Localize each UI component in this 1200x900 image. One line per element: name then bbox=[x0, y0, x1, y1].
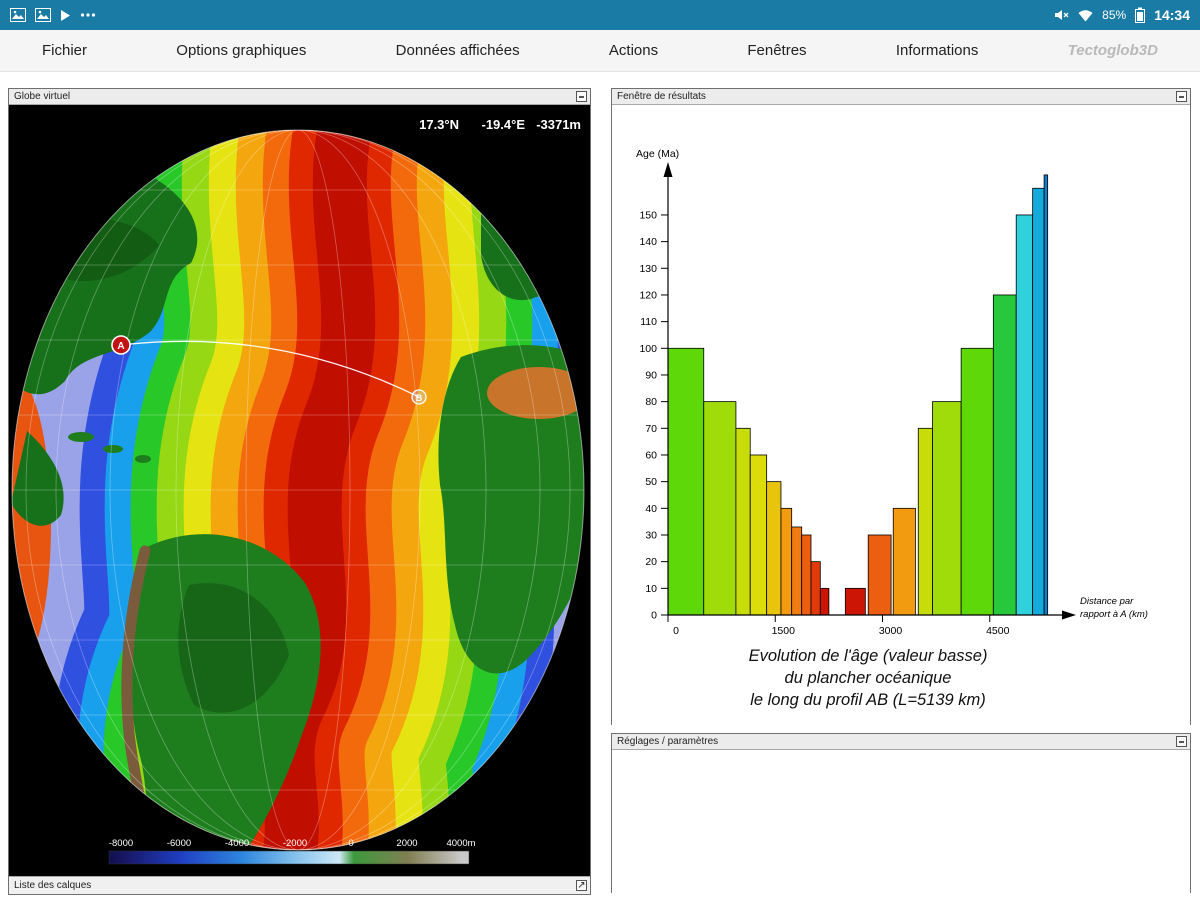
expand-layers-button[interactable]: ↗ bbox=[576, 880, 587, 891]
elevation-legend: -8000 -6000 -4000 -2000 0 2000 4000m bbox=[108, 838, 476, 865]
menu-bar: Fichier Options graphiques Données affic… bbox=[0, 30, 1200, 72]
svg-text:40: 40 bbox=[645, 503, 657, 515]
svg-text:110: 110 bbox=[640, 316, 657, 328]
globe-canvas[interactable]: A B 17.3°N -19.4°E -3371m -8000 -6000 -4… bbox=[9, 105, 590, 876]
cursor-altitude: -3371m bbox=[536, 117, 581, 132]
svg-text:100: 100 bbox=[639, 343, 657, 355]
cursor-latitude: 17.3°N bbox=[419, 117, 459, 132]
collapse-settings-panel-button[interactable] bbox=[1176, 736, 1187, 747]
age-profile-chart: Age (Ma) Distance par rapport à A (km) E… bbox=[612, 105, 1190, 725]
svg-text:60: 60 bbox=[645, 449, 657, 461]
menu-item-actions[interactable]: Actions bbox=[608, 42, 659, 59]
svg-text:50: 50 bbox=[645, 476, 657, 488]
layers-list-bar[interactable]: Liste des calques ↗ bbox=[9, 876, 590, 894]
status-bar: 85% 14:34 bbox=[0, 0, 1200, 30]
svg-text:0: 0 bbox=[673, 625, 679, 637]
marker-b-label: B bbox=[416, 393, 423, 403]
app-title: Tectoglob3D bbox=[1067, 42, 1158, 59]
chart-y-axis-label: Age (Ma) bbox=[636, 148, 679, 160]
gallery-icon bbox=[35, 8, 51, 22]
svg-text:90: 90 bbox=[645, 369, 657, 381]
clock: 14:34 bbox=[1154, 7, 1190, 23]
svg-text:140: 140 bbox=[639, 236, 657, 248]
expand-icon: ↗ bbox=[577, 879, 586, 891]
collapse-icon bbox=[1179, 95, 1184, 98]
more-icon bbox=[80, 13, 96, 17]
marker-a[interactable]: A bbox=[111, 335, 131, 355]
chart-caption-line2: du plancher océanique bbox=[785, 669, 952, 687]
mute-icon bbox=[1055, 10, 1069, 20]
svg-text:70: 70 bbox=[645, 423, 657, 435]
legend-label: 0 bbox=[348, 838, 353, 849]
svg-text:30: 30 bbox=[645, 529, 657, 541]
chart-x-axis-label-line1: Distance par bbox=[1080, 596, 1134, 607]
menu-item-informations[interactable]: Informations bbox=[895, 42, 979, 59]
svg-text:20: 20 bbox=[645, 556, 657, 568]
collapse-icon bbox=[1179, 740, 1184, 743]
battery-icon bbox=[1135, 7, 1146, 23]
legend-label: -4000 bbox=[225, 838, 249, 849]
menu-item-options-graphiques[interactable]: Options graphiques bbox=[176, 42, 307, 59]
wifi-icon bbox=[1078, 9, 1093, 21]
chart-caption-line1: Evolution de l'âge (valeur basse) bbox=[749, 647, 988, 665]
profile-line bbox=[120, 340, 420, 398]
svg-text:3000: 3000 bbox=[879, 625, 903, 637]
cursor-longitude: -19.4°E bbox=[481, 117, 525, 132]
svg-text:10: 10 bbox=[645, 583, 657, 595]
layers-list-label: Liste des calques bbox=[14, 880, 92, 891]
svg-text:150: 150 bbox=[639, 209, 657, 221]
legend-label: -8000 bbox=[109, 838, 133, 849]
results-panel-titlebar: Fenêtre de résultats bbox=[612, 89, 1190, 105]
battery-percent: 85% bbox=[1102, 8, 1127, 22]
chart-x-axis-label-line2: rapport à A (km) bbox=[1080, 609, 1148, 620]
collapse-globe-panel-button[interactable] bbox=[576, 91, 587, 102]
svg-text:0: 0 bbox=[651, 610, 657, 622]
menu-item-fichier[interactable]: Fichier bbox=[42, 42, 88, 59]
settings-panel-title: Réglages / paramètres bbox=[617, 736, 719, 747]
svg-text:4500: 4500 bbox=[986, 625, 1010, 637]
results-panel: Fenêtre de résultats Age (Ma) Distance p… bbox=[611, 88, 1191, 725]
results-panel-title: Fenêtre de résultats bbox=[617, 91, 706, 102]
globe-panel-titlebar: Globe virtuel bbox=[9, 89, 590, 105]
marker-b[interactable]: B bbox=[411, 389, 427, 405]
legend-label: -2000 bbox=[283, 838, 307, 849]
globe-panel: Globe virtuel bbox=[8, 88, 591, 895]
svg-text:80: 80 bbox=[645, 396, 657, 408]
marker-a-label: A bbox=[117, 341, 124, 352]
legend-label: 4000m bbox=[446, 838, 475, 849]
gallery-icon bbox=[10, 8, 26, 22]
collapse-results-panel-button[interactable] bbox=[1176, 91, 1187, 102]
settings-empty-area bbox=[612, 750, 1190, 893]
globe-panel-title: Globe virtuel bbox=[14, 91, 71, 102]
svg-text:130: 130 bbox=[639, 263, 657, 275]
chart-caption-line3: le long du profil AB (L=5139 km) bbox=[750, 691, 986, 709]
settings-panel: Réglages / paramètres bbox=[611, 733, 1191, 893]
collapse-icon bbox=[579, 95, 584, 98]
menu-item-donnees-affichees[interactable]: Données affichées bbox=[395, 42, 520, 59]
svg-text:120: 120 bbox=[639, 289, 657, 301]
play-icon bbox=[61, 9, 70, 21]
globe-rendering: A B 17.3°N -19.4°E -3371m -8000 -6000 -4… bbox=[9, 105, 590, 876]
settings-panel-titlebar: Réglages / paramètres bbox=[612, 734, 1190, 750]
menu-item-fenetres[interactable]: Fenêtres bbox=[747, 42, 807, 59]
legend-label: 2000 bbox=[396, 838, 417, 849]
legend-label: -6000 bbox=[167, 838, 191, 849]
svg-text:1500: 1500 bbox=[772, 625, 796, 637]
